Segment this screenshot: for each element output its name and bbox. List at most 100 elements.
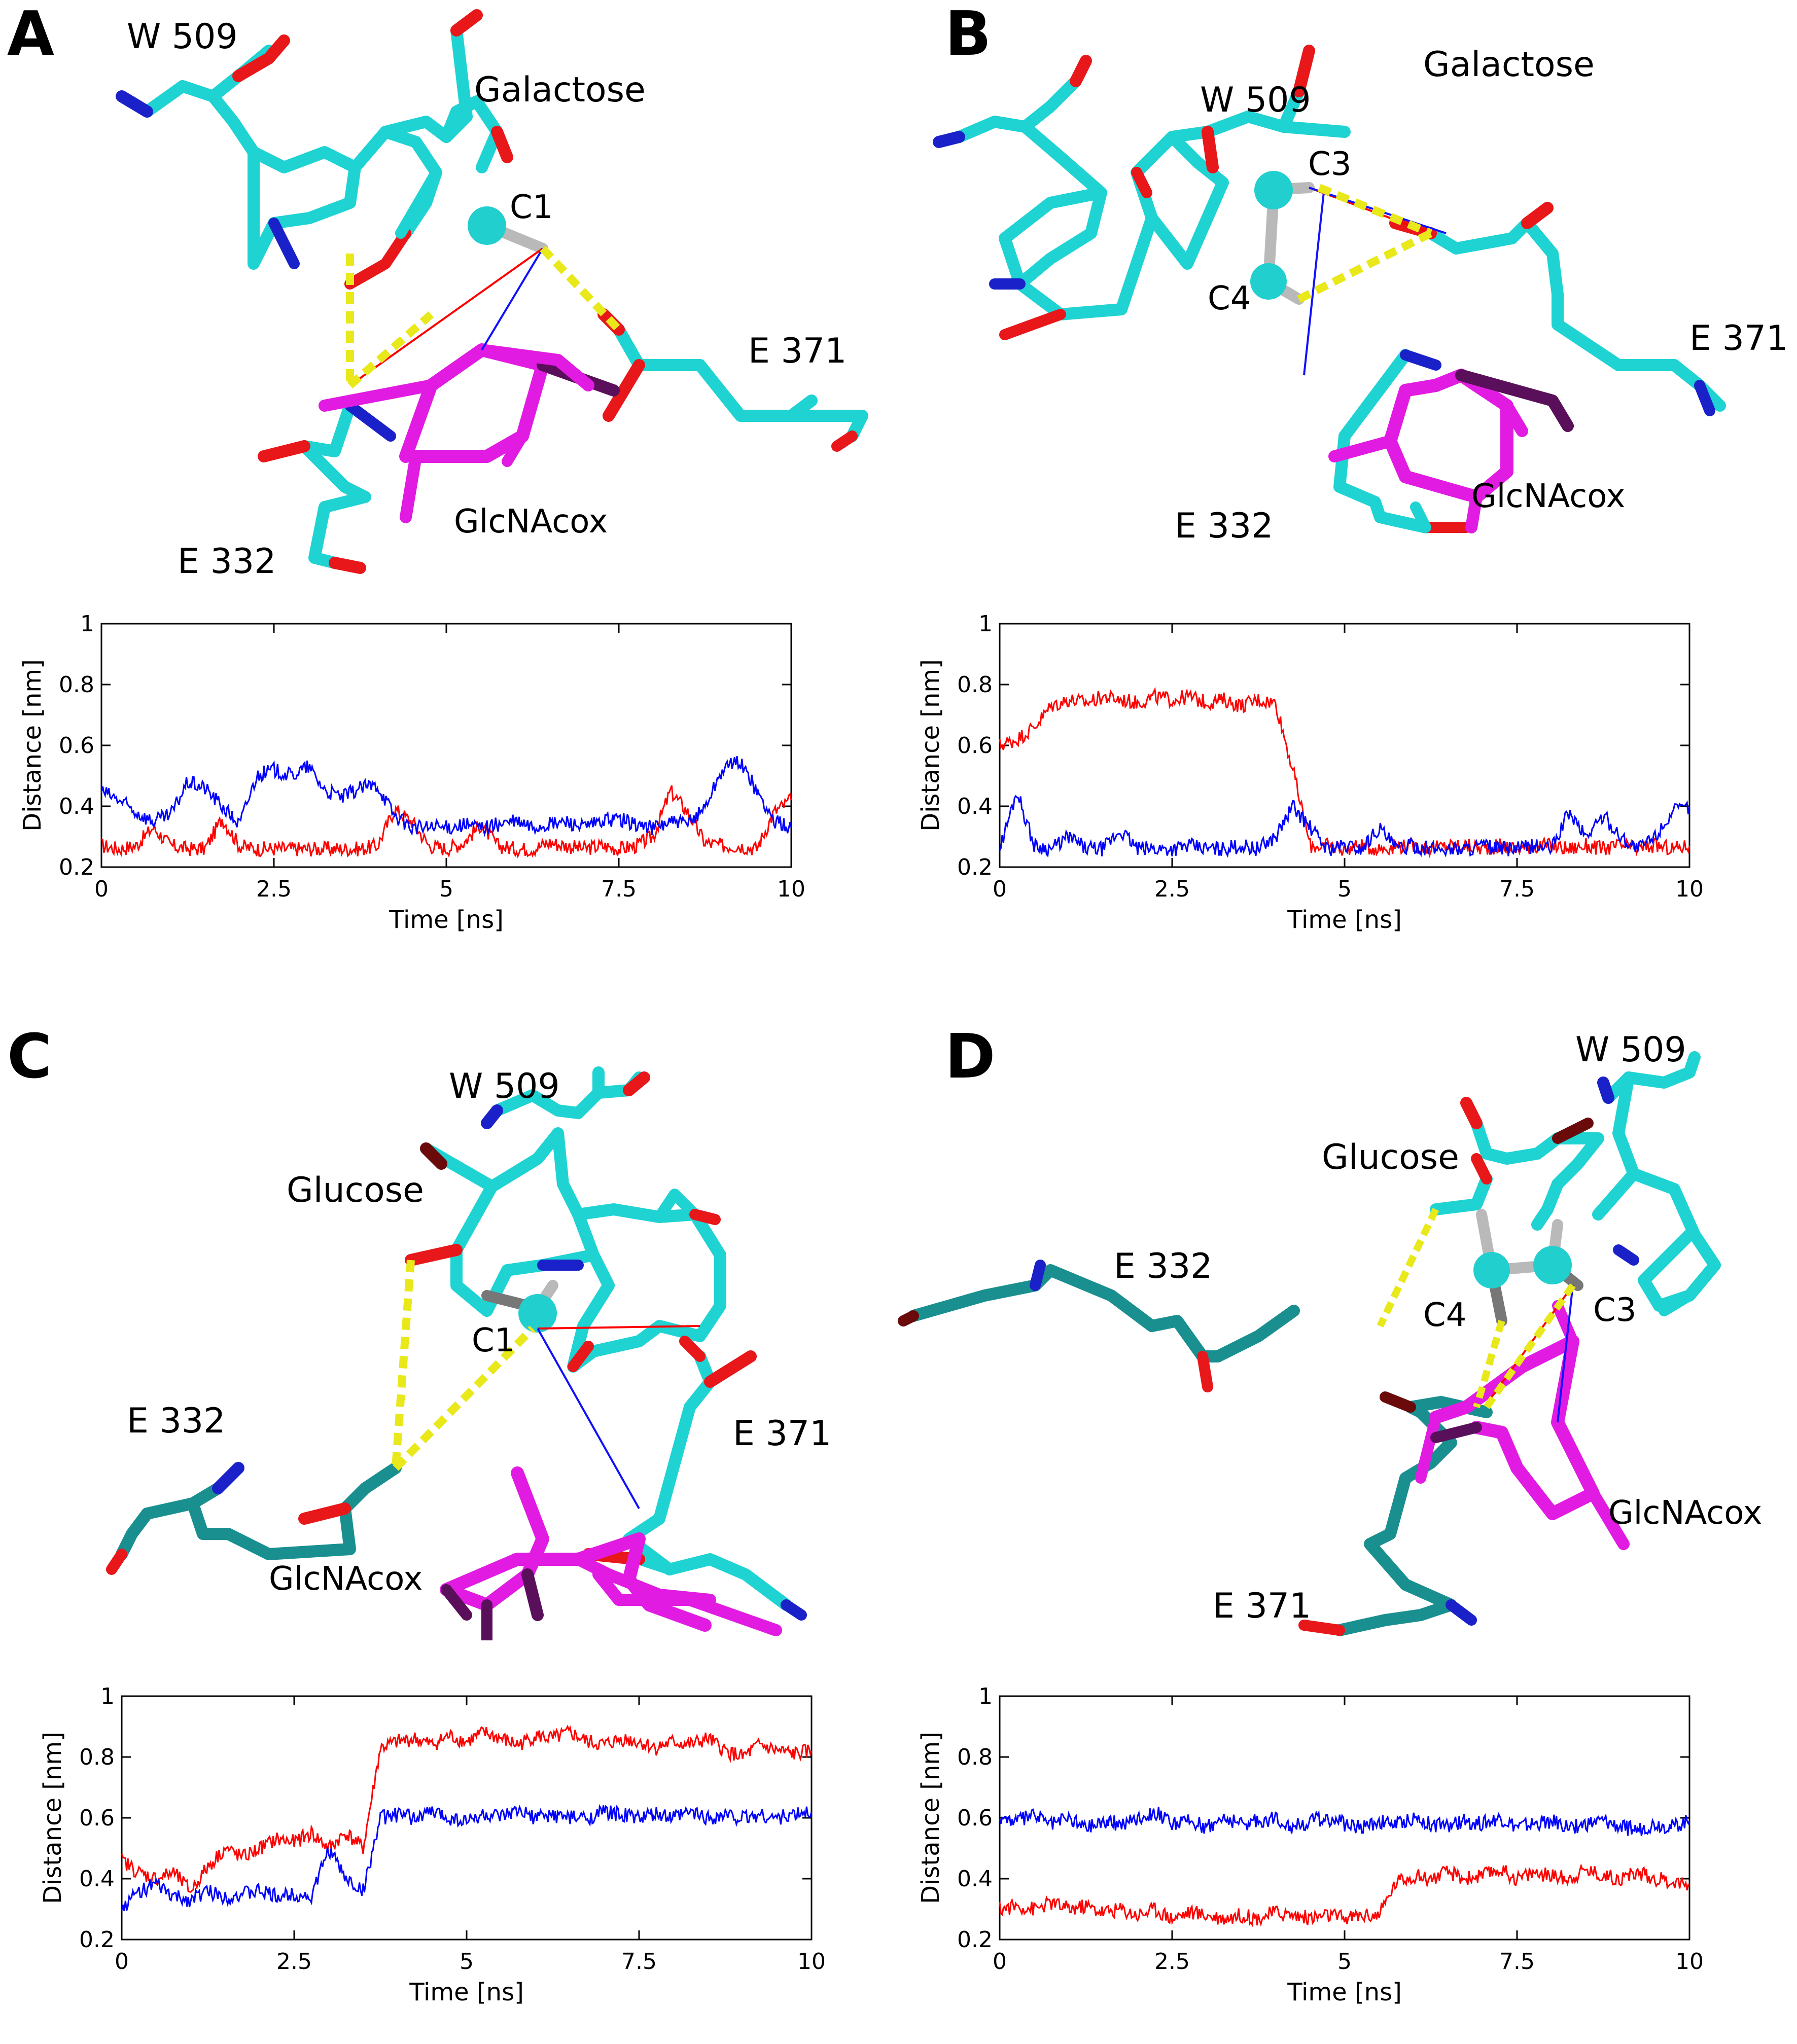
y-tick-label: 0.8 bbox=[957, 672, 993, 698]
x-tick-label: 7.5 bbox=[1499, 876, 1535, 902]
y-tick-label: 0.2 bbox=[957, 854, 993, 880]
x-tick-label: 7.5 bbox=[621, 1949, 657, 1975]
panel-b: B bbox=[898, 0, 1797, 1022]
y-tick-label: 0.8 bbox=[79, 1744, 115, 1770]
x-tick-label: 0 bbox=[993, 876, 1007, 902]
molecular-structure: W 509 Glucose C4 C3 E 332 E 371 GlcNAcox bbox=[898, 1030, 1762, 1636]
x-tick-label: 0 bbox=[94, 876, 109, 902]
x-tick-label: 0 bbox=[993, 1949, 1007, 1975]
x-tick-label: 2.5 bbox=[1154, 1949, 1190, 1975]
x-tick-label: 7.5 bbox=[1499, 1949, 1535, 1975]
panel-a: A bbox=[0, 0, 898, 1022]
series-line-blue bbox=[999, 795, 1690, 858]
x-tick-label: 2.5 bbox=[256, 876, 292, 902]
x-axis-label: Time [ns] bbox=[389, 906, 504, 934]
y-tick-label: 0.6 bbox=[79, 1805, 115, 1831]
atom-label: C4 bbox=[1423, 1297, 1466, 1334]
residue-label: E 332 bbox=[127, 1401, 225, 1441]
distance-chart: 0 2.5 5 7.5 10 0.2 0.4 0.6 0.8 1 Time [ns] Distance… bbox=[917, 611, 1704, 934]
residue-label: W 509 bbox=[127, 17, 238, 57]
residue-label: E 371 bbox=[1213, 1586, 1311, 1626]
y-tick-label: 0.6 bbox=[59, 733, 94, 759]
y-tick-label: 0.2 bbox=[59, 854, 94, 880]
sugar-label: Galactose bbox=[474, 70, 646, 110]
y-axis-label: Distance [nm] bbox=[18, 659, 47, 832]
x-tick-label: 5 bbox=[460, 1949, 474, 1975]
y-tick-label: 0.8 bbox=[59, 672, 94, 698]
x-tick-label: 10 bbox=[777, 876, 805, 902]
x-tick-label: 5 bbox=[1337, 876, 1352, 902]
series-line-red bbox=[121, 1725, 813, 1893]
series-line-blue bbox=[999, 1807, 1690, 1836]
plot-frame bbox=[999, 623, 1690, 868]
y-tick-label: 1 bbox=[80, 611, 94, 637]
y-tick-label: 0.2 bbox=[79, 1927, 115, 1953]
residue-label: E 332 bbox=[1114, 1246, 1212, 1286]
panel-label: C bbox=[7, 1022, 52, 1092]
y-tick-label: 0.4 bbox=[957, 794, 993, 819]
series-line-red bbox=[999, 687, 1690, 858]
x-tick-label: 0 bbox=[115, 1949, 129, 1975]
x-axis-label: Time [ns] bbox=[409, 1978, 524, 2006]
panel-d: D bbox=[898, 1022, 1797, 2044]
atom-label: C1 bbox=[510, 189, 553, 226]
plot-frame bbox=[121, 1695, 813, 1941]
residue-label: E 332 bbox=[178, 542, 276, 582]
x-tick-label: 2.5 bbox=[276, 1949, 312, 1975]
atom-label: C1 bbox=[472, 1322, 515, 1359]
ligand-label: GlcNAcox bbox=[1608, 1494, 1762, 1532]
residue-label: W 509 bbox=[1200, 80, 1311, 120]
series-line-red bbox=[101, 785, 792, 859]
x-axis-label: Time [ns] bbox=[1287, 906, 1402, 934]
panel-c: C bbox=[0, 1022, 898, 2044]
x-tick-label: 2.5 bbox=[1154, 876, 1190, 902]
ligand-label: GlcNAcox bbox=[454, 503, 608, 541]
series-line-red bbox=[999, 1863, 1690, 1927]
x-tick-label: 10 bbox=[1675, 1949, 1704, 1975]
y-tick-label: 0.8 bbox=[957, 1744, 993, 1770]
distance-chart: 0 2.5 5 7.5 10 0.2 0.4 0.6 0.8 1 Time [ns] Distance… bbox=[917, 1683, 1704, 2006]
x-tick-label: 5 bbox=[1337, 1949, 1352, 1975]
y-axis-label: Distance [nm] bbox=[917, 659, 945, 832]
atom-label: C3 bbox=[1593, 1292, 1636, 1329]
x-tick-label: 7.5 bbox=[601, 876, 637, 902]
x-tick-label: 10 bbox=[1675, 876, 1704, 902]
distance-chart: 0 2.5 5 7.5 10 0.2 0.4 0.6 0.8 1 Time [ns] Distance… bbox=[18, 611, 805, 934]
molecular-structure: W 509 Galactose C3 C4 E 371 GlcNAcox E 3… bbox=[933, 45, 1788, 546]
distance-chart: 0 2.5 5 7.5 10 0.2 0.4 0.6 0.8 1 Time [ns] Distance… bbox=[39, 1683, 826, 2006]
sugar-label: Glucose bbox=[1322, 1137, 1459, 1177]
residue-label: E 332 bbox=[1175, 506, 1273, 546]
molecular-structure: W 509 Galactose C1 E 371 GlcNAcox E 332 bbox=[116, 9, 868, 582]
atom-label: C4 bbox=[1208, 280, 1251, 317]
residue-label: E 371 bbox=[748, 331, 847, 371]
series-line-blue bbox=[121, 1804, 813, 1912]
sugar-label: Galactose bbox=[1423, 45, 1595, 85]
residue-label: E 371 bbox=[733, 1414, 831, 1454]
y-tick-label: 0.4 bbox=[59, 794, 94, 819]
x-tick-label: 5 bbox=[439, 876, 453, 902]
residue-label: W 509 bbox=[449, 1066, 560, 1106]
atom-label: C3 bbox=[1308, 146, 1351, 183]
series-line-blue bbox=[100, 756, 792, 838]
y-tick-label: 1 bbox=[978, 611, 993, 637]
ligand-label: GlcNAcox bbox=[269, 1560, 422, 1598]
y-axis-label: Distance [nm] bbox=[39, 1732, 67, 1904]
y-tick-label: 1 bbox=[100, 1683, 115, 1709]
y-tick-label: 0.4 bbox=[957, 1866, 993, 1892]
y-tick-label: 0.6 bbox=[957, 733, 993, 759]
panel-label: A bbox=[7, 0, 54, 69]
y-tick-label: 0.6 bbox=[957, 1805, 993, 1831]
x-axis-label: Time [ns] bbox=[1287, 1978, 1402, 2006]
residue-label: E 371 bbox=[1689, 318, 1788, 358]
y-tick-label: 0.2 bbox=[957, 1927, 993, 1953]
residue-label: W 509 bbox=[1575, 1030, 1686, 1070]
ligand-label: GlcNAcox bbox=[1471, 478, 1625, 515]
molecular-structure: W 509 Glucose C1 E 371 E 332 GlcNAcox bbox=[106, 1066, 831, 1640]
y-axis-label: Distance [nm] bbox=[917, 1732, 945, 1904]
panel-label: B bbox=[945, 0, 992, 69]
plot-frame bbox=[100, 623, 792, 868]
x-tick-label: 10 bbox=[797, 1949, 826, 1975]
y-tick-label: 0.4 bbox=[79, 1866, 115, 1892]
sugar-label: Glucose bbox=[287, 1170, 424, 1210]
panel-label: D bbox=[945, 1022, 996, 1092]
